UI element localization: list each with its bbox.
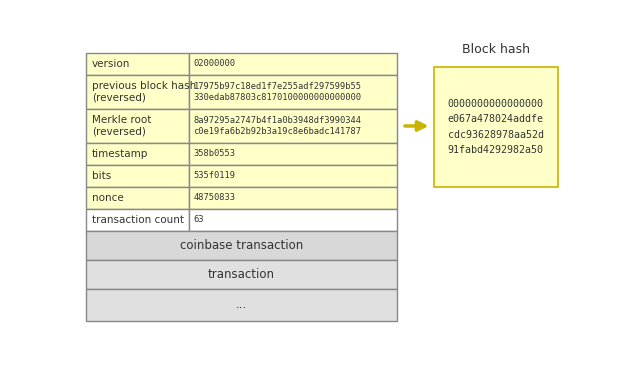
Text: transaction: transaction <box>208 268 275 281</box>
Text: 0000000000000000
e067a478024addfe
cdc93628978aa52d
91fabd4292982a50: 0000000000000000 e067a478024addfe cdc936… <box>448 99 544 155</box>
Text: transaction count: transaction count <box>92 215 183 225</box>
Text: 63: 63 <box>193 215 204 224</box>
Text: version: version <box>92 59 130 69</box>
Bar <box>86 187 188 209</box>
Text: bits: bits <box>92 171 111 181</box>
Bar <box>188 187 398 209</box>
Bar <box>86 109 188 143</box>
Bar <box>188 75 398 109</box>
Bar <box>86 209 188 231</box>
Bar <box>86 143 188 165</box>
Text: Merkle root
(reversed): Merkle root (reversed) <box>92 115 151 137</box>
Bar <box>86 53 188 75</box>
Bar <box>434 67 558 187</box>
Bar <box>188 143 398 165</box>
Text: timestamp: timestamp <box>92 149 148 159</box>
Text: 358b0553: 358b0553 <box>193 149 236 158</box>
Bar <box>86 289 398 321</box>
Text: 17975b97c18ed1f7e255adf297599b55
330edab87803c8170100000000000000: 17975b97c18ed1f7e255adf297599b55 330edab… <box>193 82 362 102</box>
Text: nonce: nonce <box>92 193 123 203</box>
Text: Block hash: Block hash <box>462 43 530 56</box>
Text: ...: ... <box>236 299 247 312</box>
Bar <box>86 165 188 187</box>
Text: coinbase transaction: coinbase transaction <box>180 239 303 252</box>
Bar <box>86 231 398 260</box>
Bar <box>188 109 398 143</box>
Bar <box>86 260 398 289</box>
Bar <box>188 165 398 187</box>
Text: 48750833: 48750833 <box>193 193 236 202</box>
Text: 535f0119: 535f0119 <box>193 171 236 181</box>
Text: 8a97295a2747b4f1a0b3948df3990344
c0e19fa6b2b92b3a19c8e6badc141787: 8a97295a2747b4f1a0b3948df3990344 c0e19fa… <box>193 116 362 136</box>
Text: 02000000: 02000000 <box>193 60 236 68</box>
Bar <box>86 75 188 109</box>
Bar <box>188 209 398 231</box>
Text: previous block hash
(reversed): previous block hash (reversed) <box>92 81 196 103</box>
Bar <box>188 53 398 75</box>
